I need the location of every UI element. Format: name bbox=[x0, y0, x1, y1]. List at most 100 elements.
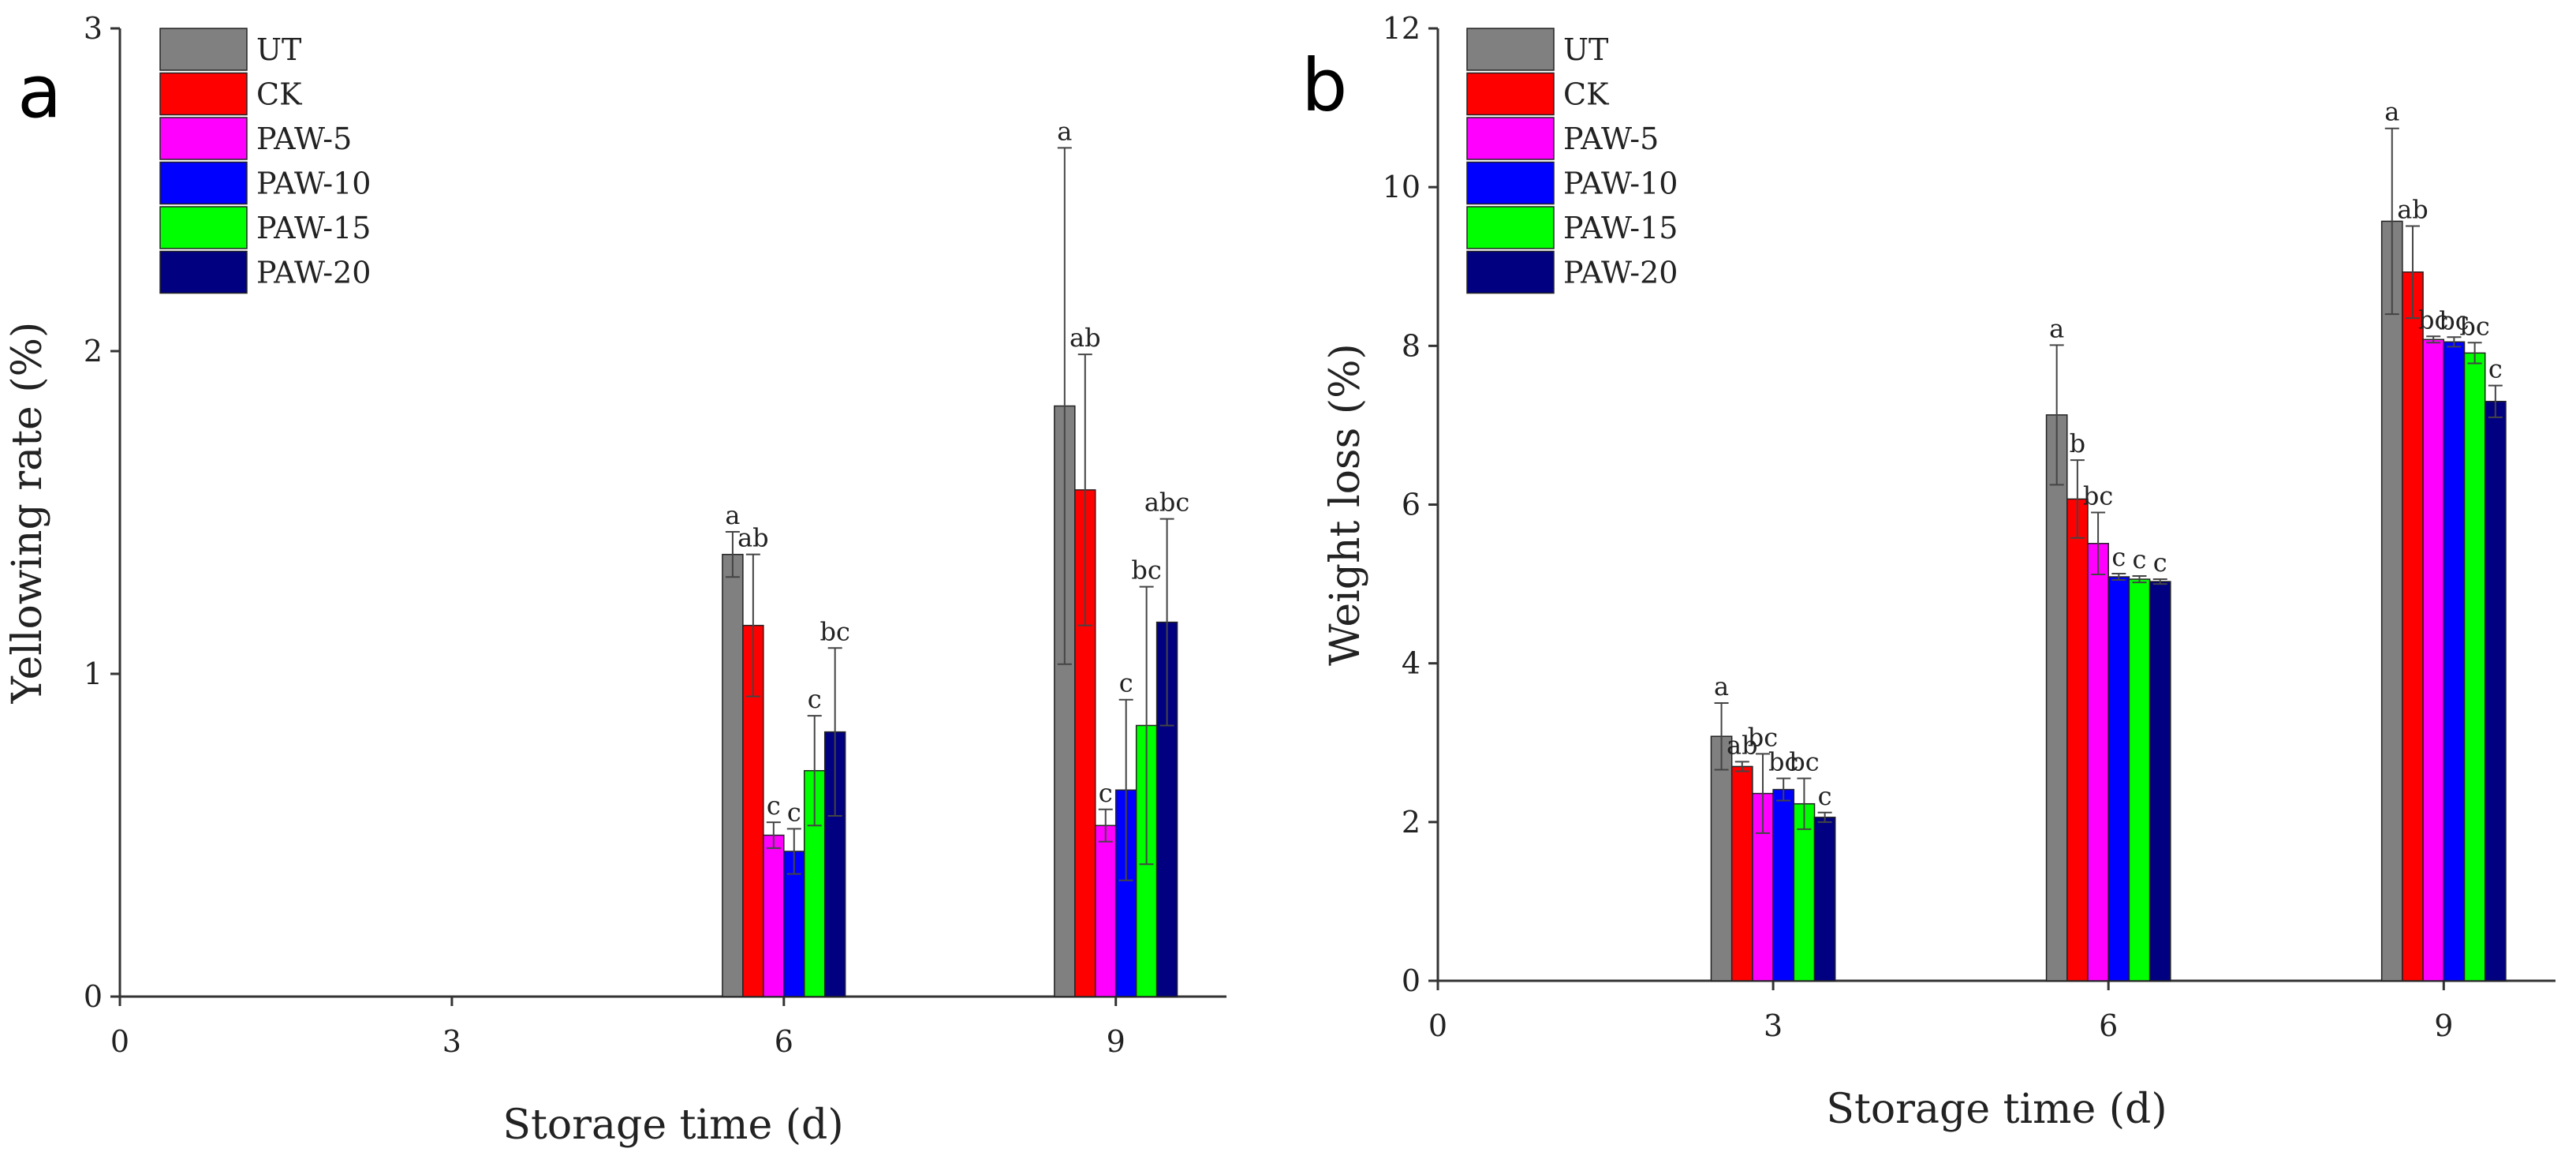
x-tick-label: 9 bbox=[2434, 1008, 2453, 1043]
y-tick-label: 2 bbox=[1402, 805, 1421, 840]
significance-label: b bbox=[2070, 428, 2085, 458]
significance-label: bc bbox=[819, 616, 849, 646]
legend-label: PAW-20 bbox=[256, 256, 371, 290]
bar-paw-20 bbox=[1813, 817, 1836, 982]
bar-paw-5 bbox=[2422, 339, 2445, 982]
y-tick-label: 0 bbox=[1402, 963, 1421, 998]
y-tick-label: 6 bbox=[1402, 488, 1421, 522]
bar-paw-15 bbox=[1793, 802, 1816, 982]
bar-paw-5 bbox=[2087, 543, 2109, 982]
legend-label: PAW-20 bbox=[1563, 256, 1678, 290]
bar-ut bbox=[1710, 735, 1733, 982]
x-tick-label: 3 bbox=[1764, 1008, 1783, 1043]
legend-swatch-paw-20 bbox=[159, 250, 248, 294]
significance-label: c bbox=[2153, 548, 2167, 578]
panel-letter: a bbox=[17, 50, 62, 134]
significance-label: a bbox=[1057, 116, 1072, 146]
bar-ck bbox=[1730, 765, 1753, 982]
legend-swatch-paw-10 bbox=[159, 161, 248, 205]
legend-label: PAW-10 bbox=[1563, 166, 1678, 201]
chart-panel-b: b 0 2 4 6 8 10 12 0 3 6 9 Storage time (d) Weight los… bbox=[1301, 11, 2555, 1133]
bar-ut bbox=[2380, 220, 2403, 982]
legend-swatch-paw-10 bbox=[1466, 161, 1555, 205]
bar-paw-20 bbox=[2149, 581, 2171, 982]
significance-label: bc bbox=[2439, 305, 2469, 335]
significance-label: c bbox=[787, 797, 801, 827]
significance-label: c bbox=[1119, 668, 1133, 698]
x-tick-label: 6 bbox=[775, 1024, 793, 1059]
x-axis-title: Storage time (d) bbox=[502, 1102, 843, 1149]
significance-label: ab bbox=[1727, 730, 1758, 760]
significance-label: bc bbox=[2083, 481, 2113, 511]
x-tick-label: 9 bbox=[1107, 1024, 1126, 1059]
chart-panel-a: a 0 1 2 3 0 3 6 9 Storage time (d) Yellowing rate … bbox=[4, 11, 1226, 1149]
y-tick-label: 4 bbox=[1402, 646, 1421, 681]
significance-label: c bbox=[2133, 544, 2147, 574]
legend-swatch-paw-15 bbox=[159, 206, 248, 249]
x-tick-label: 0 bbox=[1428, 1008, 1447, 1043]
legend-swatch-paw-20 bbox=[1466, 250, 1555, 294]
legend-label: CK bbox=[256, 77, 302, 112]
significance-label: c bbox=[767, 791, 781, 821]
bar-ck bbox=[2066, 498, 2089, 982]
panel-letter: b bbox=[1301, 43, 1347, 128]
x-axis-title: Storage time (d) bbox=[1826, 1086, 2167, 1133]
significance-label: c bbox=[1818, 781, 1832, 811]
significance-label: bc bbox=[1789, 747, 1819, 777]
y-tick-label: 2 bbox=[84, 334, 103, 368]
significance-label: c bbox=[2488, 354, 2503, 384]
x-tick-label: 3 bbox=[442, 1024, 461, 1059]
bar-ck bbox=[2402, 271, 2424, 982]
significance-label: bc bbox=[1131, 555, 1161, 585]
x-tick-label: 0 bbox=[110, 1024, 129, 1059]
bar-paw-10 bbox=[1772, 788, 1795, 982]
significance-label: bc bbox=[2418, 305, 2448, 335]
bar-paw-10 bbox=[2443, 341, 2466, 982]
significance-label: ab bbox=[2397, 194, 2429, 224]
legend-swatch-paw-5 bbox=[1466, 117, 1555, 160]
bar-paw-15 bbox=[2463, 352, 2486, 982]
significance-label: a bbox=[1714, 671, 1729, 701]
legend-label: UT bbox=[1563, 32, 1608, 67]
significance-label: ab bbox=[737, 523, 769, 553]
y-tick-label: 0 bbox=[84, 979, 103, 1014]
bar-ut bbox=[722, 553, 744, 997]
legend-swatch-paw-5 bbox=[159, 117, 248, 160]
legend-label: PAW-15 bbox=[1563, 211, 1678, 245]
significance-label: bc bbox=[1768, 747, 1798, 777]
y-tick-label: 12 bbox=[1383, 11, 1421, 46]
y-tick-label: 1 bbox=[84, 656, 103, 691]
legend-swatch-ck bbox=[1466, 72, 1555, 116]
significance-label: a bbox=[725, 500, 740, 530]
bar-paw-5 bbox=[763, 834, 785, 997]
significance-label: a bbox=[2049, 313, 2064, 343]
y-tick-label: 3 bbox=[84, 11, 103, 46]
y-axis-title: Yellowing rate (%) bbox=[4, 322, 51, 705]
legend-label: PAW-5 bbox=[256, 122, 352, 156]
significance-label: c bbox=[1099, 778, 1113, 808]
legend-swatch-ck bbox=[159, 72, 248, 116]
legend: UT CK PAW-5 PAW-10 PAW-15 PAW-20 bbox=[159, 28, 371, 294]
legend-label: PAW-15 bbox=[256, 211, 371, 245]
bar-ut bbox=[2045, 414, 2068, 982]
bar-paw-15 bbox=[2128, 578, 2151, 982]
significance-label: abc bbox=[1144, 488, 1189, 518]
legend-label: UT bbox=[256, 32, 301, 67]
bar-paw-20 bbox=[2484, 400, 2507, 982]
legend-label: PAW-5 bbox=[1563, 122, 1659, 156]
y-tick-label: 8 bbox=[1402, 328, 1421, 363]
legend-label: PAW-10 bbox=[256, 166, 371, 201]
legend-label: CK bbox=[1563, 77, 1609, 112]
legend-swatch-ut bbox=[159, 28, 248, 71]
legend-swatch-ut bbox=[1466, 28, 1555, 71]
y-tick-label: 10 bbox=[1383, 170, 1421, 204]
significance-label: c bbox=[808, 684, 822, 714]
legend: UT CK PAW-5 PAW-10 PAW-15 PAW-20 bbox=[1466, 28, 1678, 294]
y-axis-title: Weight loss (%) bbox=[1322, 343, 1369, 666]
significance-label: a bbox=[2384, 97, 2399, 127]
x-tick-label: 6 bbox=[2099, 1008, 2118, 1043]
significance-label: c bbox=[2111, 542, 2126, 572]
legend-swatch-paw-15 bbox=[1466, 206, 1555, 249]
bar-paw-5 bbox=[1094, 825, 1117, 997]
bar-paw-10 bbox=[2107, 576, 2130, 982]
